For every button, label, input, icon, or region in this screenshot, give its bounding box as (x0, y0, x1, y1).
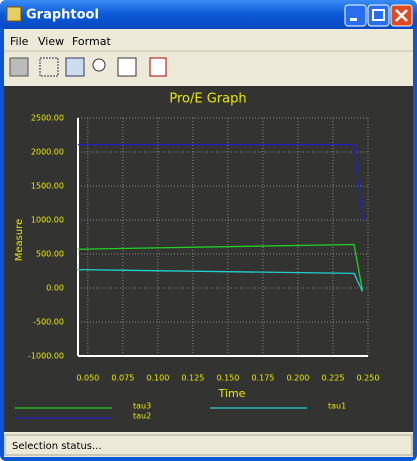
status-bar (4, 434, 413, 456)
y-tick-label: 2500.00 (31, 114, 64, 123)
y-tick-label: 0.00 (46, 284, 64, 293)
chart-background (4, 86, 413, 432)
zoom-in-button[interactable] (92, 58, 106, 72)
y-tick-label: -1000.00 (28, 352, 64, 361)
x-tick-label: 0.250 (357, 374, 380, 383)
x-tick-label: 0.150 (216, 374, 239, 383)
y-axis-label: Measure (14, 219, 25, 262)
export-button[interactable] (149, 57, 167, 77)
y-tick-label: 2000.00 (31, 148, 64, 157)
y-tick-label: 500.00 (36, 250, 64, 259)
x-tick-label: 0.225 (322, 374, 345, 383)
zoom-fit-button[interactable] (117, 57, 137, 77)
legend-label: tau1 (328, 402, 346, 411)
x-tick-label: 0.100 (146, 374, 169, 383)
minimize-button[interactable] (344, 4, 367, 27)
edit-button[interactable] (65, 57, 85, 77)
title-bar (0, 0, 417, 29)
legend-label: tau2 (133, 412, 151, 421)
y-tick-label: 1500.00 (31, 182, 64, 191)
x-tick-label: 0.200 (286, 374, 309, 383)
menu-item[interactable]: View (38, 35, 64, 48)
x-axis-label: Time (218, 387, 246, 400)
y-tick-label: 1000.00 (31, 216, 64, 225)
series-line (77, 243, 364, 291)
x-tick-label: 0.050 (76, 374, 99, 383)
series-line (77, 268, 363, 292)
series-line (78, 143, 364, 221)
menu-item[interactable]: Format (72, 35, 111, 48)
toolbar (9, 57, 167, 77)
legend-label: tau3 (133, 402, 151, 411)
window-title: Graphtool (26, 8, 99, 23)
print-button[interactable] (9, 57, 29, 77)
app-icon (6, 6, 22, 22)
menu-item[interactable]: File (10, 35, 29, 48)
status-text: Selection status... (12, 441, 102, 452)
chart: Pro/E Graph Time Measure -1000.00 -500.00… (14, 92, 379, 421)
x-tick-label: 0.075 (111, 374, 134, 383)
x-tick-label: 0.125 (181, 374, 204, 383)
chart-title: Pro/E Graph (169, 92, 246, 107)
maximize-button[interactable] (367, 4, 390, 27)
close-button[interactable] (390, 4, 413, 27)
grid-button[interactable] (39, 57, 59, 77)
x-tick-label: 0.175 (251, 374, 274, 383)
y-tick-label: -500.00 (33, 318, 64, 327)
